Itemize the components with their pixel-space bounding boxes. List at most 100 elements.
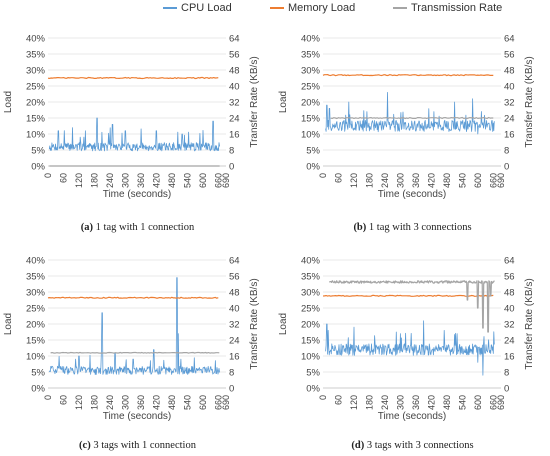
y-tick-right: 8 xyxy=(229,368,234,379)
x-tick: 60 xyxy=(333,173,343,183)
y-tick-left: 0% xyxy=(306,384,320,395)
caption-d: (d) 3 tags with 3 connections xyxy=(275,440,550,451)
y-tick-left: 10% xyxy=(26,352,46,363)
y-tick-left: 25% xyxy=(26,304,46,315)
series-line-transmission-rate xyxy=(50,351,220,354)
y-tick-right: 40 xyxy=(504,82,515,93)
y-axis-label-left: Load xyxy=(3,91,14,113)
y-tick-right: 24 xyxy=(504,336,515,347)
caption-c-text: 3 tags with 1 connection xyxy=(93,440,196,451)
x-tick: 0 xyxy=(43,395,53,400)
x-tick: 360 xyxy=(136,173,146,188)
series-line-cpu-load xyxy=(325,320,495,376)
y-tick-left: 10% xyxy=(26,130,46,141)
y-tick-left: 0% xyxy=(31,384,45,395)
x-tick: 120 xyxy=(349,173,359,188)
series-line-memory-load xyxy=(322,294,494,297)
y-tick-right: 48 xyxy=(229,66,240,77)
y-tick-left: 5% xyxy=(31,146,45,157)
x-tick: 600 xyxy=(198,395,208,410)
y-tick-left: 0% xyxy=(31,162,45,173)
x-tick: 540 xyxy=(457,395,467,410)
x-tick: 300 xyxy=(395,395,405,410)
y-tick-left: 20% xyxy=(26,320,46,331)
y-tick-left: 40% xyxy=(26,34,46,45)
y-tick-left: 30% xyxy=(26,288,46,299)
y-tick-right: 64 xyxy=(504,256,515,267)
y-tick-left: 35% xyxy=(301,50,321,61)
x-tick: 420 xyxy=(426,395,436,410)
x-tick: 660 xyxy=(488,395,498,410)
x-tick: 690 xyxy=(496,395,506,410)
x-tick: 60 xyxy=(58,395,68,405)
y-tick-left: 40% xyxy=(26,256,46,267)
y-tick-right: 0 xyxy=(504,162,509,173)
y-tick-right: 64 xyxy=(229,256,240,267)
x-tick: 600 xyxy=(473,395,483,410)
x-tick: 240 xyxy=(380,395,390,410)
x-tick: 0 xyxy=(318,173,328,178)
x-tick: 360 xyxy=(411,395,421,410)
y-tick-right: 32 xyxy=(504,320,515,331)
x-tick: 0 xyxy=(43,173,53,178)
caption-d-letter: (d) xyxy=(351,440,365,451)
y-tick-left: 30% xyxy=(26,66,46,77)
y-tick-left: 0% xyxy=(306,162,320,173)
legend-swatch-cpu xyxy=(163,7,177,9)
series-line-transmission-rate xyxy=(330,116,494,120)
series-line-memory-load xyxy=(322,73,494,77)
y-tick-left: 5% xyxy=(31,368,45,379)
x-tick: 540 xyxy=(182,395,192,410)
y-axis-label-left: Load xyxy=(3,313,14,335)
series-line-cpu-load xyxy=(325,92,495,135)
chart-c: 0% 5% 10% 15% 20% 25% 30% 35% 40% 0 8 16 24 32 40 48 56 6… xyxy=(3,256,260,423)
x-tick: 180 xyxy=(89,395,99,410)
caption-a-text: 1 tag with 1 connection xyxy=(95,222,195,233)
y-axis-label-right: Transfer Rate (KB/s) xyxy=(524,278,535,369)
x-axis-label: Time (seconds) xyxy=(378,189,447,200)
x-tick: 0 xyxy=(318,395,328,400)
y-tick-left: 10% xyxy=(301,352,321,363)
x-tick: 660 xyxy=(488,173,498,188)
x-tick: 420 xyxy=(151,173,161,188)
caption-b: (b) 1 tag with 3 connections xyxy=(275,222,550,233)
y-tick-right: 56 xyxy=(504,50,515,61)
x-tick: 480 xyxy=(167,173,177,188)
y-tick-right: 56 xyxy=(229,272,240,283)
y-tick-right: 8 xyxy=(504,146,509,157)
y-tick-left: 20% xyxy=(301,98,321,109)
legend-label-cpu: CPU Load xyxy=(181,2,232,14)
x-tick: 600 xyxy=(473,173,483,188)
y-tick-left: 25% xyxy=(301,304,321,315)
x-axis-label: Time (seconds) xyxy=(103,189,172,200)
x-tick: 180 xyxy=(364,395,374,410)
y-tick-left: 20% xyxy=(301,320,321,331)
x-tick: 690 xyxy=(221,395,231,410)
x-tick: 300 xyxy=(120,395,130,410)
y-tick-left: 5% xyxy=(306,368,320,379)
series-line-memory-load xyxy=(47,76,219,80)
y-tick-right: 24 xyxy=(229,114,240,125)
legend-label-transmission: Transmission Rate xyxy=(411,2,503,14)
x-tick: 240 xyxy=(105,395,115,410)
y-tick-left: 35% xyxy=(301,272,321,283)
x-tick: 540 xyxy=(182,173,192,188)
x-tick: 360 xyxy=(136,395,146,410)
x-tick: 660 xyxy=(213,395,223,410)
y-tick-right: 48 xyxy=(504,288,515,299)
caption-a-letter: (a) xyxy=(80,222,94,233)
x-tick: 420 xyxy=(151,395,161,410)
x-tick: 180 xyxy=(364,173,374,188)
y-tick-left: 15% xyxy=(301,336,321,347)
x-tick: 660 xyxy=(213,173,223,188)
y-tick-right: 24 xyxy=(229,336,240,347)
y-tick-left: 15% xyxy=(301,114,321,125)
x-axis-label: Time (seconds) xyxy=(103,411,172,422)
x-tick: 300 xyxy=(395,173,405,188)
y-tick-left: 20% xyxy=(26,98,46,109)
x-tick: 480 xyxy=(442,395,452,410)
x-tick: 60 xyxy=(333,395,343,405)
y-tick-right: 64 xyxy=(229,34,240,45)
y-tick-left: 10% xyxy=(301,130,321,141)
legend-swatch-transmission xyxy=(393,7,407,9)
